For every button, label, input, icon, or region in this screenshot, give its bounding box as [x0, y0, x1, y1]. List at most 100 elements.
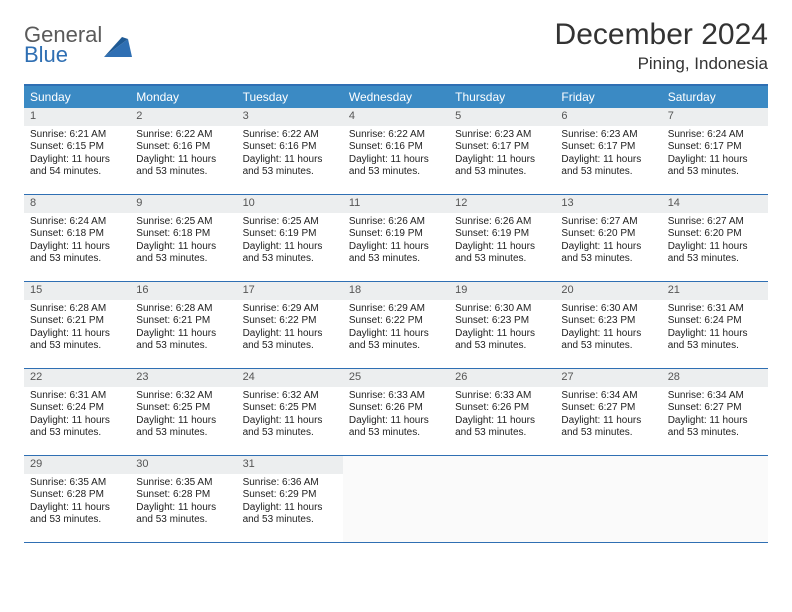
daylight-line1: Daylight: 11 hours: [349, 328, 443, 341]
day-cell: 10Sunrise: 6:25 AMSunset: 6:19 PMDayligh…: [237, 195, 343, 281]
sunset: Sunset: 6:16 PM: [243, 141, 337, 154]
day-body: Sunrise: 6:25 AMSunset: 6:18 PMDaylight:…: [130, 213, 236, 270]
weekday-header: Sunday: [24, 86, 130, 108]
sunrise: Sunrise: 6:23 AM: [561, 129, 655, 142]
daylight-line1: Daylight: 11 hours: [455, 241, 549, 254]
daylight-line1: Daylight: 11 hours: [30, 502, 124, 515]
daylight-line1: Daylight: 11 hours: [455, 154, 549, 167]
day-body: Sunrise: 6:27 AMSunset: 6:20 PMDaylight:…: [555, 213, 661, 270]
daylight-line2: and 53 minutes.: [561, 340, 655, 353]
day-number: 8: [24, 195, 130, 213]
sunset: Sunset: 6:25 PM: [243, 402, 337, 415]
day-body: Sunrise: 6:31 AMSunset: 6:24 PMDaylight:…: [24, 387, 130, 444]
day-number: 30: [130, 456, 236, 474]
daylight-line1: Daylight: 11 hours: [668, 415, 762, 428]
daylight-line1: Daylight: 11 hours: [243, 154, 337, 167]
daylight-line1: Daylight: 11 hours: [668, 154, 762, 167]
daylight-line2: and 53 minutes.: [243, 514, 337, 527]
day-number: 21: [662, 282, 768, 300]
day-cell: 3Sunrise: 6:22 AMSunset: 6:16 PMDaylight…: [237, 108, 343, 194]
day-cell: 11Sunrise: 6:26 AMSunset: 6:19 PMDayligh…: [343, 195, 449, 281]
day-body: Sunrise: 6:34 AMSunset: 6:27 PMDaylight:…: [662, 387, 768, 444]
week-row: 1Sunrise: 6:21 AMSunset: 6:15 PMDaylight…: [24, 108, 768, 195]
daylight-line2: and 53 minutes.: [243, 340, 337, 353]
day-cell: 15Sunrise: 6:28 AMSunset: 6:21 PMDayligh…: [24, 282, 130, 368]
daylight-line2: and 53 minutes.: [668, 166, 762, 179]
daylight-line1: Daylight: 11 hours: [136, 154, 230, 167]
sunrise: Sunrise: 6:32 AM: [136, 390, 230, 403]
day-cell: 2Sunrise: 6:22 AMSunset: 6:16 PMDaylight…: [130, 108, 236, 194]
day-number: 2: [130, 108, 236, 126]
daylight-line2: and 53 minutes.: [243, 253, 337, 266]
week-row: 8Sunrise: 6:24 AMSunset: 6:18 PMDaylight…: [24, 195, 768, 282]
day-body: Sunrise: 6:23 AMSunset: 6:17 PMDaylight:…: [555, 126, 661, 183]
day-number: 16: [130, 282, 236, 300]
sunset: Sunset: 6:28 PM: [30, 489, 124, 502]
sunset: Sunset: 6:18 PM: [136, 228, 230, 241]
sunrise: Sunrise: 6:22 AM: [349, 129, 443, 142]
sunset: Sunset: 6:18 PM: [30, 228, 124, 241]
sunrise: Sunrise: 6:25 AM: [243, 216, 337, 229]
week-row: 22Sunrise: 6:31 AMSunset: 6:24 PMDayligh…: [24, 369, 768, 456]
daylight-line2: and 53 minutes.: [136, 514, 230, 527]
day-body: Sunrise: 6:30 AMSunset: 6:23 PMDaylight:…: [555, 300, 661, 357]
daylight-line2: and 53 minutes.: [136, 427, 230, 440]
daylight-line1: Daylight: 11 hours: [136, 415, 230, 428]
sunset: Sunset: 6:25 PM: [136, 402, 230, 415]
weeks-container: 1Sunrise: 6:21 AMSunset: 6:15 PMDaylight…: [24, 108, 768, 543]
day-number: 12: [449, 195, 555, 213]
day-cell: 5Sunrise: 6:23 AMSunset: 6:17 PMDaylight…: [449, 108, 555, 194]
day-body: Sunrise: 6:33 AMSunset: 6:26 PMDaylight:…: [449, 387, 555, 444]
day-body: Sunrise: 6:35 AMSunset: 6:28 PMDaylight:…: [24, 474, 130, 531]
day-cell: 17Sunrise: 6:29 AMSunset: 6:22 PMDayligh…: [237, 282, 343, 368]
daylight-line1: Daylight: 11 hours: [455, 328, 549, 341]
sunset: Sunset: 6:16 PM: [349, 141, 443, 154]
calendar: Sunday Monday Tuesday Wednesday Thursday…: [24, 84, 768, 543]
day-number: 31: [237, 456, 343, 474]
daylight-line1: Daylight: 11 hours: [668, 328, 762, 341]
day-number: 9: [130, 195, 236, 213]
sunset: Sunset: 6:23 PM: [455, 315, 549, 328]
daylight-line1: Daylight: 11 hours: [243, 241, 337, 254]
logo-word-blue: Blue: [24, 44, 102, 66]
sunrise: Sunrise: 6:33 AM: [349, 390, 443, 403]
daylight-line2: and 53 minutes.: [349, 166, 443, 179]
day-body: Sunrise: 6:22 AMSunset: 6:16 PMDaylight:…: [237, 126, 343, 183]
sunset: Sunset: 6:19 PM: [349, 228, 443, 241]
sunset: Sunset: 6:28 PM: [136, 489, 230, 502]
daylight-line2: and 53 minutes.: [455, 340, 549, 353]
day-body: Sunrise: 6:28 AMSunset: 6:21 PMDaylight:…: [130, 300, 236, 357]
day-body: Sunrise: 6:35 AMSunset: 6:28 PMDaylight:…: [130, 474, 236, 531]
logo: General Blue: [24, 24, 132, 66]
daylight-line1: Daylight: 11 hours: [243, 415, 337, 428]
day-cell: 7Sunrise: 6:24 AMSunset: 6:17 PMDaylight…: [662, 108, 768, 194]
day-number: 13: [555, 195, 661, 213]
sunrise: Sunrise: 6:22 AM: [243, 129, 337, 142]
daylight-line2: and 53 minutes.: [455, 166, 549, 179]
sunset: Sunset: 6:17 PM: [561, 141, 655, 154]
day-number: 5: [449, 108, 555, 126]
sunrise: Sunrise: 6:31 AM: [30, 390, 124, 403]
daylight-line2: and 53 minutes.: [668, 340, 762, 353]
daylight-line1: Daylight: 11 hours: [243, 502, 337, 515]
day-cell: 14Sunrise: 6:27 AMSunset: 6:20 PMDayligh…: [662, 195, 768, 281]
weekday-header: Tuesday: [237, 86, 343, 108]
daylight-line2: and 53 minutes.: [561, 427, 655, 440]
daylight-line1: Daylight: 11 hours: [349, 241, 443, 254]
daylight-line1: Daylight: 11 hours: [561, 241, 655, 254]
sunset: Sunset: 6:24 PM: [668, 315, 762, 328]
sunrise: Sunrise: 6:26 AM: [455, 216, 549, 229]
day-body: Sunrise: 6:32 AMSunset: 6:25 PMDaylight:…: [237, 387, 343, 444]
sunrise: Sunrise: 6:21 AM: [30, 129, 124, 142]
day-body: Sunrise: 6:33 AMSunset: 6:26 PMDaylight:…: [343, 387, 449, 444]
day-body: Sunrise: 6:23 AMSunset: 6:17 PMDaylight:…: [449, 126, 555, 183]
day-cell: 18Sunrise: 6:29 AMSunset: 6:22 PMDayligh…: [343, 282, 449, 368]
day-cell: 16Sunrise: 6:28 AMSunset: 6:21 PMDayligh…: [130, 282, 236, 368]
sunset: Sunset: 6:19 PM: [243, 228, 337, 241]
day-number: 20: [555, 282, 661, 300]
sunrise: Sunrise: 6:26 AM: [349, 216, 443, 229]
weekday-header: Monday: [130, 86, 236, 108]
daylight-line1: Daylight: 11 hours: [136, 241, 230, 254]
logo-text: General Blue: [24, 24, 102, 66]
sunset: Sunset: 6:27 PM: [668, 402, 762, 415]
